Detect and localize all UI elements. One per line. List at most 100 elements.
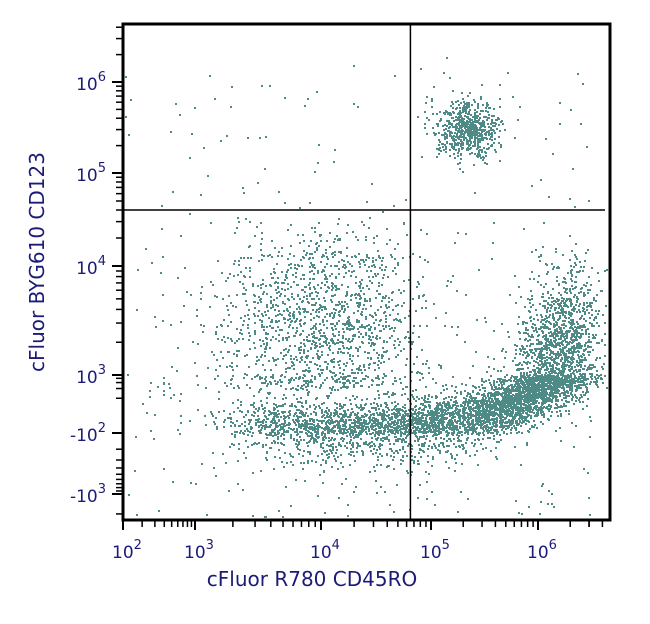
data-point (590, 364, 592, 366)
data-point (581, 396, 583, 398)
data-point (555, 367, 557, 369)
data-point (385, 406, 387, 408)
data-point (313, 411, 315, 413)
data-point (520, 400, 522, 402)
data-point (391, 413, 393, 415)
data-point (536, 409, 538, 411)
data-point (533, 388, 535, 390)
data-point (431, 465, 433, 467)
data-point (594, 366, 596, 368)
data-point (552, 335, 554, 337)
data-point (426, 435, 428, 437)
data-point (474, 386, 476, 388)
data-point (573, 266, 575, 268)
data-point (352, 446, 354, 448)
data-point (394, 401, 396, 403)
data-point (330, 417, 332, 419)
data-point (386, 411, 388, 413)
data-point (453, 413, 455, 415)
data-point (562, 379, 564, 381)
data-point (561, 399, 563, 401)
data-point (495, 394, 497, 396)
data-point (509, 399, 511, 401)
data-point (470, 395, 472, 397)
data-point (546, 359, 548, 361)
data-point (332, 448, 334, 450)
data-point (277, 436, 279, 438)
data-point (533, 278, 535, 280)
data-point (448, 396, 450, 398)
data-point (568, 342, 570, 344)
data-point (330, 439, 332, 441)
data-point (525, 329, 527, 331)
data-point (585, 329, 587, 331)
data-point (578, 399, 580, 401)
data-point (387, 421, 389, 423)
data-point (573, 306, 575, 308)
data-point (515, 422, 517, 424)
data-point (552, 393, 554, 395)
data-point (530, 417, 532, 419)
data-point (571, 275, 573, 277)
data-point (342, 432, 344, 434)
data-point (522, 348, 524, 350)
data-point (536, 339, 538, 341)
data-point (402, 460, 404, 462)
data-point (541, 361, 543, 363)
data-point (304, 427, 306, 429)
data-point (223, 421, 225, 423)
data-point (402, 410, 404, 412)
data-point (279, 429, 281, 431)
data-point (522, 346, 524, 348)
data-point (501, 414, 503, 416)
data-point (560, 312, 562, 314)
data-point (604, 355, 606, 357)
data-point (395, 431, 397, 433)
data-point (439, 408, 441, 410)
data-point (531, 349, 533, 351)
data-point (586, 387, 588, 389)
data-point (530, 400, 532, 402)
data-point (597, 386, 599, 388)
data-point (534, 424, 536, 426)
data-point (564, 357, 566, 359)
data-point (370, 450, 372, 452)
data-point (548, 297, 550, 299)
data-point (562, 350, 564, 352)
data-point (391, 394, 393, 396)
data-point (435, 382, 437, 384)
data-point (553, 303, 555, 305)
data-point (575, 400, 577, 402)
data-point (338, 430, 340, 432)
data-point (490, 432, 492, 434)
data-point (501, 381, 503, 383)
data-point (238, 448, 240, 450)
data-point (574, 336, 576, 338)
data-point (523, 407, 525, 409)
data-point (581, 376, 583, 378)
data-point (552, 344, 554, 346)
data-point (556, 383, 558, 385)
data-point (355, 404, 357, 406)
data-point (272, 435, 274, 437)
data-point (411, 445, 413, 447)
data-point (560, 374, 562, 376)
data-point (545, 384, 547, 386)
data-point (598, 310, 600, 312)
data-point (570, 305, 572, 307)
data-point (361, 399, 363, 401)
data-point (589, 373, 591, 375)
data-point (571, 366, 573, 368)
data-point (564, 291, 566, 293)
data-point (366, 433, 368, 435)
data-point (397, 408, 399, 410)
data-point (528, 400, 530, 402)
data-point (296, 409, 298, 411)
data-point (540, 412, 542, 414)
data-point (563, 336, 565, 338)
data-point (578, 351, 580, 353)
data-point (421, 409, 423, 411)
data-point (502, 400, 504, 402)
data-point (404, 451, 406, 453)
data-point (575, 286, 577, 288)
